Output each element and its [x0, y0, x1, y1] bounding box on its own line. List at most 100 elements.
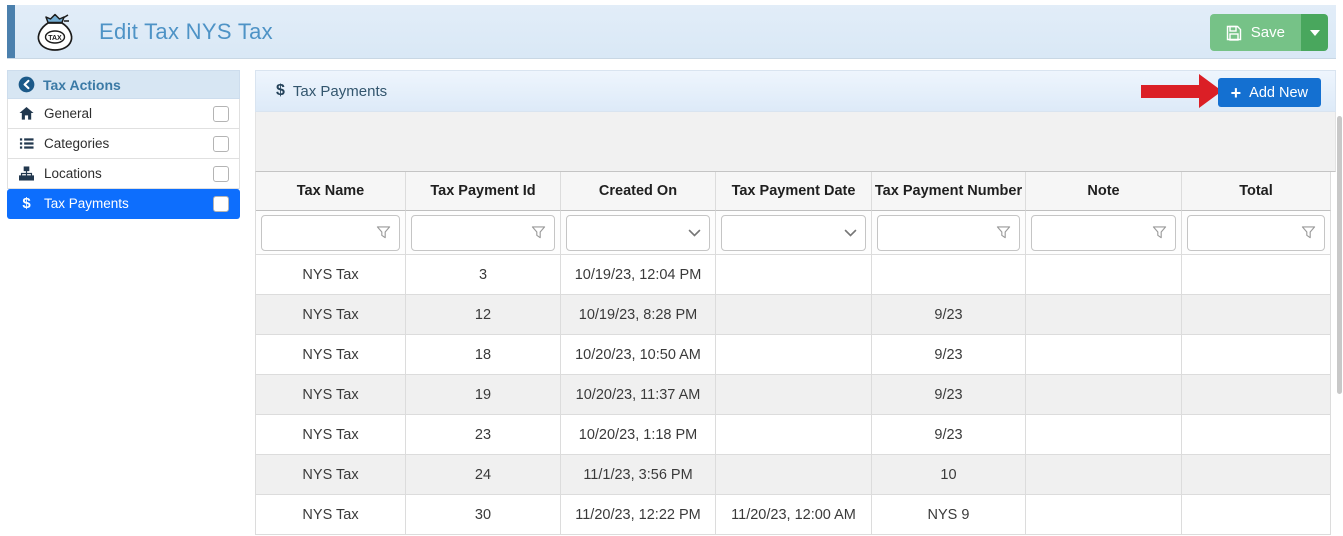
save-button-label: Save — [1250, 24, 1285, 41]
table-row[interactable]: NYS Tax 18 10/20/23, 10:50 AM 9/23 — [256, 335, 1336, 375]
cell-total — [1182, 415, 1331, 455]
column-header-note[interactable]: Note — [1026, 172, 1182, 211]
checkbox-general[interactable] — [213, 105, 229, 122]
tax-moneybag-icon: TAX — [37, 13, 73, 51]
floppy-disk-icon — [1226, 25, 1241, 41]
funnel-filter-icon[interactable] — [1301, 225, 1316, 240]
cell-tax-name: NYS Tax — [256, 295, 406, 335]
filter-input-total[interactable] — [1196, 224, 1301, 241]
cell-total — [1182, 495, 1331, 535]
filter-box-created-on — [566, 214, 710, 251]
sidebar-header[interactable]: Tax Actions — [7, 70, 240, 99]
cell-tax-payment-number: 9/23 — [872, 295, 1026, 335]
column-header-tax-name[interactable]: Tax Name — [256, 172, 406, 211]
cell-tax-payment-date — [716, 375, 872, 415]
cell-note — [1026, 335, 1182, 375]
column-header-tax-payment-date[interactable]: Tax Payment Date — [716, 172, 872, 211]
checkbox-categories[interactable] — [213, 135, 229, 152]
column-header-total[interactable]: Total — [1182, 172, 1331, 211]
checkbox-tax-payments[interactable] — [213, 195, 229, 212]
sidebar-item-label: Locations — [44, 166, 102, 181]
list-icon — [18, 136, 35, 151]
cell-tax-name: NYS Tax — [256, 375, 406, 415]
cell-tax-payment-date — [716, 455, 872, 495]
filter-input-tax-name[interactable] — [270, 224, 376, 241]
sidebar-item-locations[interactable]: Locations — [7, 159, 240, 189]
checkbox-locations[interactable] — [213, 165, 229, 182]
save-button[interactable]: Save — [1209, 14, 1301, 51]
page-title: Edit Tax NYS Tax — [99, 18, 273, 44]
cell-tax-name: NYS Tax — [256, 255, 406, 295]
filter-box-note — [1031, 214, 1176, 251]
filter-cell-tax-payment-id — [406, 211, 561, 255]
table-filter-row — [256, 211, 1336, 255]
funnel-filter-icon[interactable] — [376, 225, 391, 240]
sidebar-item-label: General — [44, 106, 93, 121]
cell-note — [1026, 255, 1182, 295]
cell-tax-payment-date — [716, 335, 872, 375]
cell-created-on: 10/20/23, 11:37 AM — [561, 375, 716, 415]
svg-text:TAX: TAX — [48, 35, 62, 42]
sidebar-item-label: Tax Payments — [44, 196, 129, 211]
funnel-filter-icon[interactable] — [1152, 225, 1167, 240]
add-new-button[interactable]: + Add New — [1217, 78, 1321, 107]
cell-tax-payment-number: 9/23 — [872, 375, 1026, 415]
filter-input-tax-payment-date[interactable] — [730, 224, 844, 241]
cell-total — [1182, 255, 1331, 295]
cell-total — [1182, 335, 1331, 375]
cell-note — [1026, 415, 1182, 455]
table-row[interactable]: NYS Tax 30 11/20/23, 12:22 PM 11/20/23, 12:… — [256, 495, 1336, 535]
filter-input-created-on[interactable] — [575, 224, 688, 241]
column-header-tax-payment-number[interactable]: Tax Payment Number — [872, 172, 1026, 211]
panel-title: $ Tax Payments — [276, 82, 387, 100]
cell-tax-payment-id: 30 — [406, 495, 561, 535]
sidebar-header-label: Tax Actions — [43, 76, 121, 93]
cell-total — [1182, 455, 1331, 495]
cell-created-on: 10/19/23, 12:04 PM — [561, 255, 716, 295]
table-row[interactable]: NYS Tax 19 10/20/23, 11:37 AM 9/23 — [256, 375, 1336, 415]
filter-cell-total — [1182, 211, 1331, 255]
sidebar-item-general[interactable]: General — [7, 99, 240, 129]
caret-down-icon — [1309, 29, 1320, 36]
arrow-circle-left-icon — [18, 76, 35, 93]
cell-note — [1026, 295, 1182, 335]
cell-tax-payment-id: 12 — [406, 295, 561, 335]
save-button-group: Save — [1209, 14, 1328, 51]
sidebar: Tax Actions General Categories Locations $ T… — [7, 70, 240, 219]
table-header-row: Tax Name Tax Payment Id Created On Tax Paym… — [256, 172, 1336, 211]
cell-created-on: 10/20/23, 1:18 PM — [561, 415, 716, 455]
filter-input-note[interactable] — [1040, 224, 1152, 241]
save-dropdown-button[interactable] — [1301, 14, 1328, 51]
plus-icon: + — [1230, 82, 1242, 103]
filter-input-tax-payment-id[interactable] — [420, 224, 531, 241]
cell-note — [1026, 495, 1182, 535]
vertical-scrollbar[interactable] — [1337, 116, 1342, 394]
table-row[interactable]: NYS Tax 23 10/20/23, 1:18 PM 9/23 — [256, 415, 1336, 455]
table-row[interactable]: NYS Tax 3 10/19/23, 12:04 PM — [256, 255, 1336, 295]
table-row[interactable]: NYS Tax 24 11/1/23, 3:56 PM 10 — [256, 455, 1336, 495]
sitemap-icon — [18, 166, 35, 181]
cell-tax-payment-date — [716, 295, 872, 335]
cell-tax-payment-id: 18 — [406, 335, 561, 375]
sidebar-item-categories[interactable]: Categories — [7, 129, 240, 159]
funnel-filter-icon[interactable] — [996, 225, 1011, 240]
funnel-filter-icon[interactable] — [531, 225, 546, 240]
chevron-down-icon[interactable] — [844, 229, 857, 237]
sidebar-item-tax-payments[interactable]: $ Tax Payments — [7, 189, 240, 219]
home-icon — [18, 106, 35, 121]
filter-cell-note — [1026, 211, 1182, 255]
column-header-tax-payment-id[interactable]: Tax Payment Id — [406, 172, 561, 211]
cell-tax-payment-number — [872, 255, 1026, 295]
cell-created-on: 10/19/23, 8:28 PM — [561, 295, 716, 335]
cell-tax-name: NYS Tax — [256, 455, 406, 495]
table-row[interactable]: NYS Tax 12 10/19/23, 8:28 PM 9/23 — [256, 295, 1336, 335]
cell-created-on: 10/20/23, 10:50 AM — [561, 335, 716, 375]
sidebar-item-label: Categories — [44, 136, 110, 151]
panel-header: $ Tax Payments + Add New — [255, 70, 1336, 112]
chevron-down-icon[interactable] — [688, 229, 701, 237]
cell-tax-payment-number: NYS 9 — [872, 495, 1026, 535]
column-header-created-on[interactable]: Created On — [561, 172, 716, 211]
cell-tax-payment-id: 3 — [406, 255, 561, 295]
cell-tax-payment-date — [716, 255, 872, 295]
filter-input-tax-payment-number[interactable] — [886, 224, 996, 241]
